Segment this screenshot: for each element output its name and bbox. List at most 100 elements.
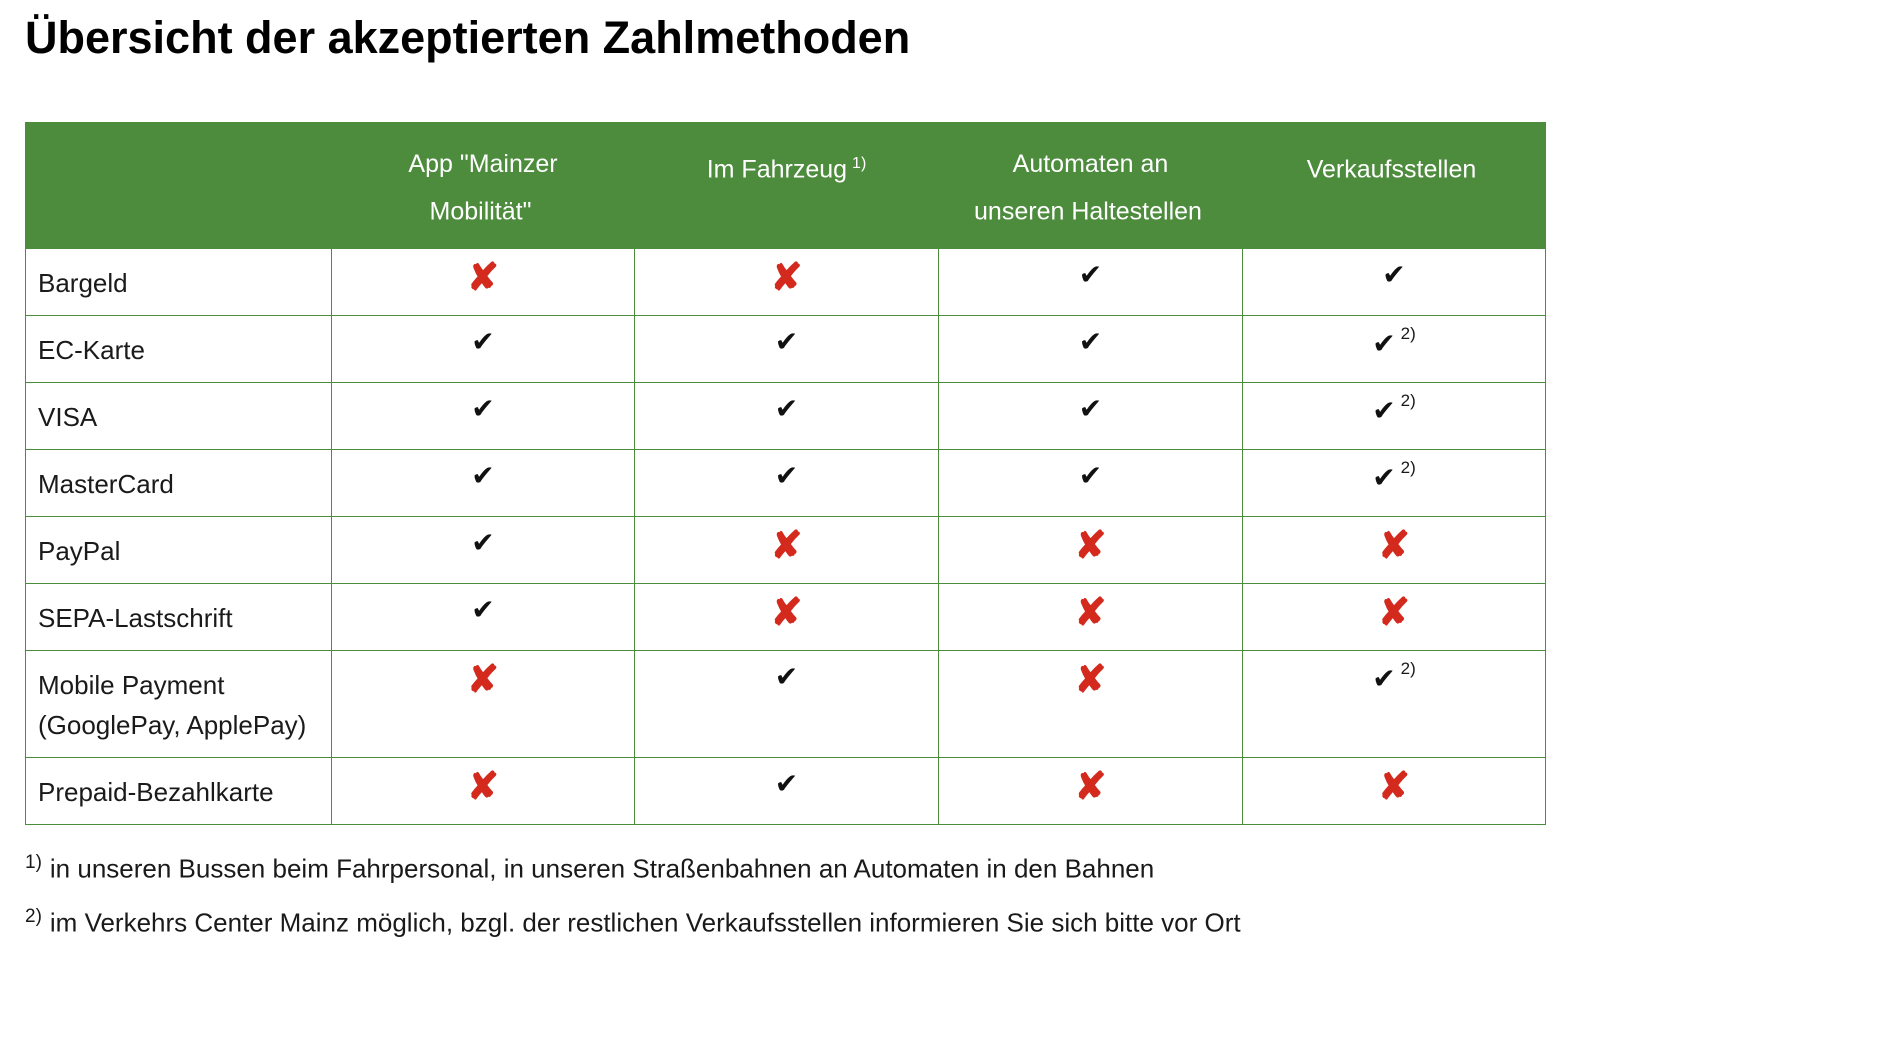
check-icon: ✔ xyxy=(471,326,495,358)
table-cell: ✘ xyxy=(938,516,1243,585)
cross-icon: ✘ xyxy=(1378,592,1410,635)
footnote-2-text: im Verkehrs Center Mainz möglich, bzgl. … xyxy=(49,907,1241,938)
cross-icon: ✘ xyxy=(770,257,803,300)
table-cell: ✘ xyxy=(1242,583,1546,652)
table-cell: ✘ xyxy=(938,757,1243,826)
footnote-2-marker: 2) xyxy=(25,905,42,927)
table-row: VISA ✔ ✔ ✔ ✔ 2) xyxy=(25,382,1546,451)
table-cell: ✔ xyxy=(938,248,1243,317)
table-cell: ✘ xyxy=(1242,516,1546,585)
header-label: Automaten an unseren Haltestellen xyxy=(974,150,1202,226)
check-icon: ✔ xyxy=(471,594,495,626)
table-cell: ✘ xyxy=(331,248,635,317)
check-icon: ✔ xyxy=(1382,259,1406,291)
table-cell: ✘ xyxy=(331,757,635,826)
row-label: VISA xyxy=(25,382,332,451)
header-label: Im Fahrzeug xyxy=(706,155,848,184)
row-label: Mobile Payment (GooglePay, ApplePay) xyxy=(25,650,332,759)
cross-icon: ✘ xyxy=(1074,525,1107,568)
table-cell: ✔ xyxy=(331,449,635,518)
table-cell: ✔ xyxy=(331,382,635,451)
cross-icon: ✘ xyxy=(467,659,499,702)
cross-icon: ✘ xyxy=(1378,766,1410,809)
table-cell: ✔ xyxy=(1242,248,1546,317)
check-icon: ✔ xyxy=(1078,259,1103,291)
row-label: PayPal xyxy=(25,516,332,585)
header-im-fahrzeug: Im Fahrzeug 1) xyxy=(634,121,939,250)
header-label: App "Mainzer Mobilität" xyxy=(408,150,558,226)
table-row: Prepaid-Bezahlkarte ✘ ✔ ✘ ✘ xyxy=(25,757,1546,826)
footnote-marker: 1) xyxy=(852,155,867,172)
check-icon: ✔ xyxy=(774,768,799,800)
table-body: Bargeld ✘ ✘ ✔ ✔ EC-Karte ✔ ✔ ✔ ✔ 2) VISA ✔ ✔ ✔ ✔ 2) Maste… xyxy=(25,248,1546,826)
payment-methods-table: App "Mainzer Mobilität" Im Fahrzeug 1) Au… xyxy=(25,121,1546,826)
table-cell: ✔ 2) xyxy=(1242,315,1546,384)
table-cell: ✔ xyxy=(634,757,939,826)
table-cell: ✘ xyxy=(634,516,939,585)
check-icon: ✔ xyxy=(1372,461,1396,493)
header-corner-cell xyxy=(25,121,332,250)
row-label: EC-Karte xyxy=(25,315,332,384)
footnote-1-marker: 1) xyxy=(25,852,42,874)
cross-icon: ✘ xyxy=(1074,766,1107,809)
cross-icon: ✘ xyxy=(1074,592,1107,635)
cross-icon: ✘ xyxy=(1378,525,1410,568)
table-cell: ✘ xyxy=(331,650,635,759)
footnote-1: 1) in unseren Bussen beim Fahrpersonal, i… xyxy=(25,839,1873,893)
row-label: MasterCard xyxy=(25,449,332,518)
row-label: SEPA-Lastschrift xyxy=(25,583,332,652)
check-icon: ✔ xyxy=(774,661,799,693)
table-header-row: App "Mainzer Mobilität" Im Fahrzeug 1) Au… xyxy=(25,121,1546,250)
check-icon: ✔ xyxy=(471,393,495,425)
table-cell: ✔ xyxy=(331,315,635,384)
cross-icon: ✘ xyxy=(1074,659,1107,702)
table-cell: ✔ 2) xyxy=(1242,449,1546,518)
table-cell: ✘ xyxy=(1242,757,1546,826)
footnote-marker: 2) xyxy=(1400,659,1416,679)
table-cell: ✘ xyxy=(634,248,939,317)
table-cell: ✔ xyxy=(331,516,635,585)
check-icon: ✔ xyxy=(774,326,799,358)
row-label: Bargeld xyxy=(25,248,332,317)
table-cell: ✔ xyxy=(634,449,939,518)
header-verkaufsstellen: Verkaufsstellen xyxy=(1242,121,1546,250)
table-row: Bargeld ✘ ✘ ✔ ✔ xyxy=(25,248,1546,317)
table-row: EC-Karte ✔ ✔ ✔ ✔ 2) xyxy=(25,315,1546,384)
check-icon: ✔ xyxy=(1078,393,1103,425)
table-cell: ✘ xyxy=(634,583,939,652)
check-icon: ✔ xyxy=(774,393,799,425)
table-row: SEPA-Lastschrift ✔ ✘ ✘ ✘ xyxy=(25,583,1546,652)
footnote-marker: 2) xyxy=(1400,391,1416,411)
cross-icon: ✘ xyxy=(467,766,499,809)
table-cell: ✔ xyxy=(331,583,635,652)
header-automaten-haltestellen: Automaten an unseren Haltestellen xyxy=(938,121,1243,250)
header-app-mainzer-mobilitaet: App "Mainzer Mobilität" xyxy=(331,121,635,250)
check-icon: ✔ xyxy=(774,460,799,492)
table-row: Mobile Payment (GooglePay, ApplePay) ✘ ✔ ✘ ✔… xyxy=(25,650,1546,759)
header-label: Verkaufsstellen xyxy=(1306,155,1477,184)
table-cell: ✘ xyxy=(938,650,1243,759)
table-cell: ✔ xyxy=(938,315,1243,384)
cross-icon: ✘ xyxy=(770,525,803,568)
table-row: MasterCard ✔ ✔ ✔ ✔ 2) xyxy=(25,449,1546,518)
table-row: PayPal ✔ ✘ ✘ ✘ xyxy=(25,516,1546,585)
table-cell: ✔ xyxy=(938,449,1243,518)
check-icon: ✔ xyxy=(1372,662,1396,694)
table-cell: ✔ xyxy=(634,315,939,384)
page-title: Übersicht der akzeptierten Zahlmethoden xyxy=(25,12,911,63)
row-label: Prepaid-Bezahlkarte xyxy=(25,757,332,826)
cross-icon: ✘ xyxy=(770,592,803,635)
table-cell: ✔ xyxy=(634,650,939,759)
cross-icon: ✘ xyxy=(467,257,499,300)
footnote-marker: 2) xyxy=(1400,458,1416,478)
footnote-1-text: in unseren Bussen beim Fahrpersonal, in … xyxy=(49,853,1155,884)
table-cell: ✔ 2) xyxy=(1242,382,1546,451)
footnotes: 1) in unseren Bussen beim Fahrpersonal, i… xyxy=(25,839,1873,946)
table-header: App "Mainzer Mobilität" Im Fahrzeug 1) Au… xyxy=(25,121,1546,250)
check-icon: ✔ xyxy=(1372,394,1396,426)
check-icon: ✔ xyxy=(1078,460,1103,492)
table-cell: ✘ xyxy=(938,583,1243,652)
footnote-2: 2) im Verkehrs Center Mainz möglich, bzgl… xyxy=(25,893,1873,947)
table-cell: ✔ 2) xyxy=(1242,650,1546,759)
table-cell: ✔ xyxy=(938,382,1243,451)
